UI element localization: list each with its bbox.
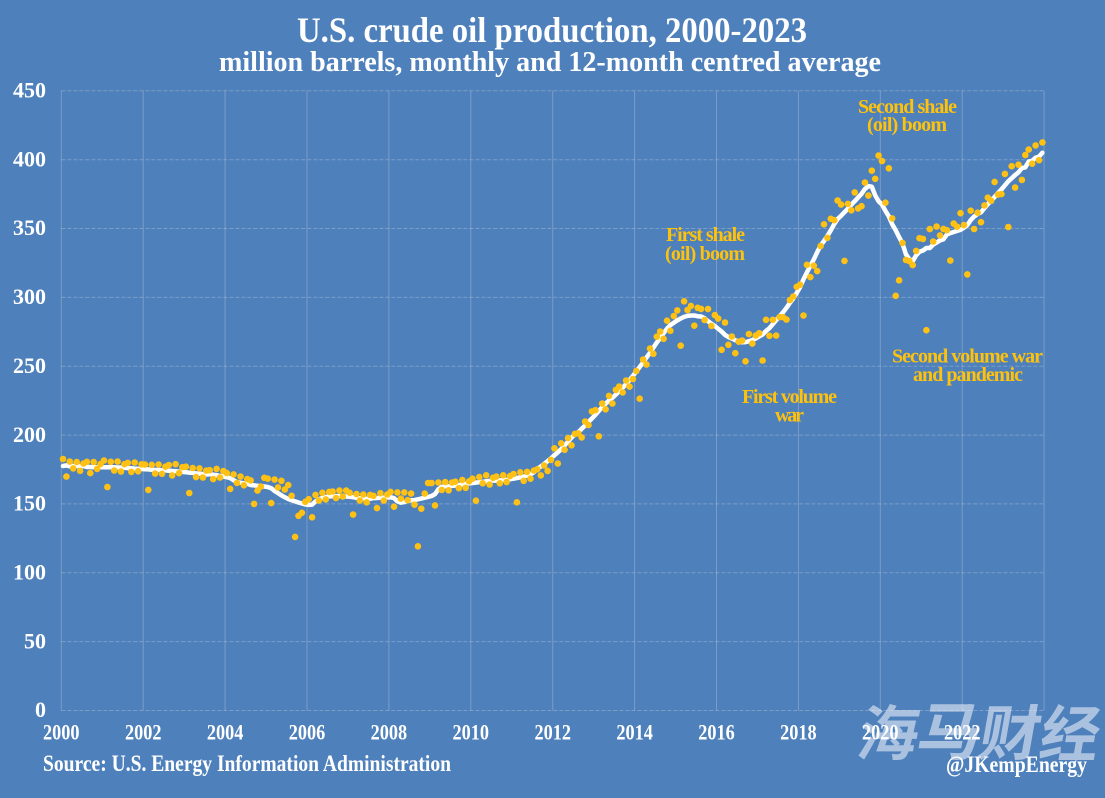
svg-text:2008: 2008 bbox=[371, 720, 408, 745]
svg-text:400: 400 bbox=[13, 146, 46, 171]
svg-text:250: 250 bbox=[13, 353, 46, 378]
svg-text:300: 300 bbox=[13, 284, 46, 309]
svg-text:2000: 2000 bbox=[43, 720, 80, 745]
svg-text:100: 100 bbox=[13, 560, 46, 585]
svg-text:war: war bbox=[775, 405, 804, 427]
svg-text:2016: 2016 bbox=[698, 720, 735, 745]
svg-text:2004: 2004 bbox=[207, 720, 244, 745]
svg-text:Source: U.S. Energy Informatio: Source: U.S. Energy Information Administ… bbox=[43, 751, 451, 776]
svg-text:(oil) boom: (oil) boom bbox=[665, 243, 745, 265]
svg-text:200: 200 bbox=[13, 422, 46, 447]
svg-text:2012: 2012 bbox=[534, 720, 571, 745]
svg-text:0: 0 bbox=[35, 697, 46, 722]
svg-text:50: 50 bbox=[24, 628, 46, 653]
svg-text:150: 150 bbox=[13, 491, 46, 516]
svg-text:350: 350 bbox=[13, 215, 46, 240]
svg-text:Second shale: Second shale bbox=[858, 96, 957, 118]
svg-text:450: 450 bbox=[13, 78, 46, 103]
svg-text:million barrels, monthly and 1: million barrels, monthly and 12-month ce… bbox=[219, 47, 881, 78]
svg-text:Second volume war: Second volume war bbox=[892, 346, 1043, 368]
svg-text:2006: 2006 bbox=[289, 720, 326, 745]
svg-text:U.S. crude oil production, 200: U.S. crude oil production, 2000-2023 bbox=[297, 10, 807, 50]
svg-text:First volume: First volume bbox=[742, 386, 837, 408]
svg-text:2010: 2010 bbox=[453, 720, 490, 745]
svg-text:2014: 2014 bbox=[616, 720, 653, 745]
svg-text:and pandemic: and pandemic bbox=[913, 364, 1023, 386]
svg-text:First shale: First shale bbox=[666, 224, 745, 246]
svg-text:2002: 2002 bbox=[125, 720, 162, 745]
svg-text:(oil) boom: (oil) boom bbox=[867, 114, 947, 136]
svg-text:2018: 2018 bbox=[780, 720, 817, 745]
